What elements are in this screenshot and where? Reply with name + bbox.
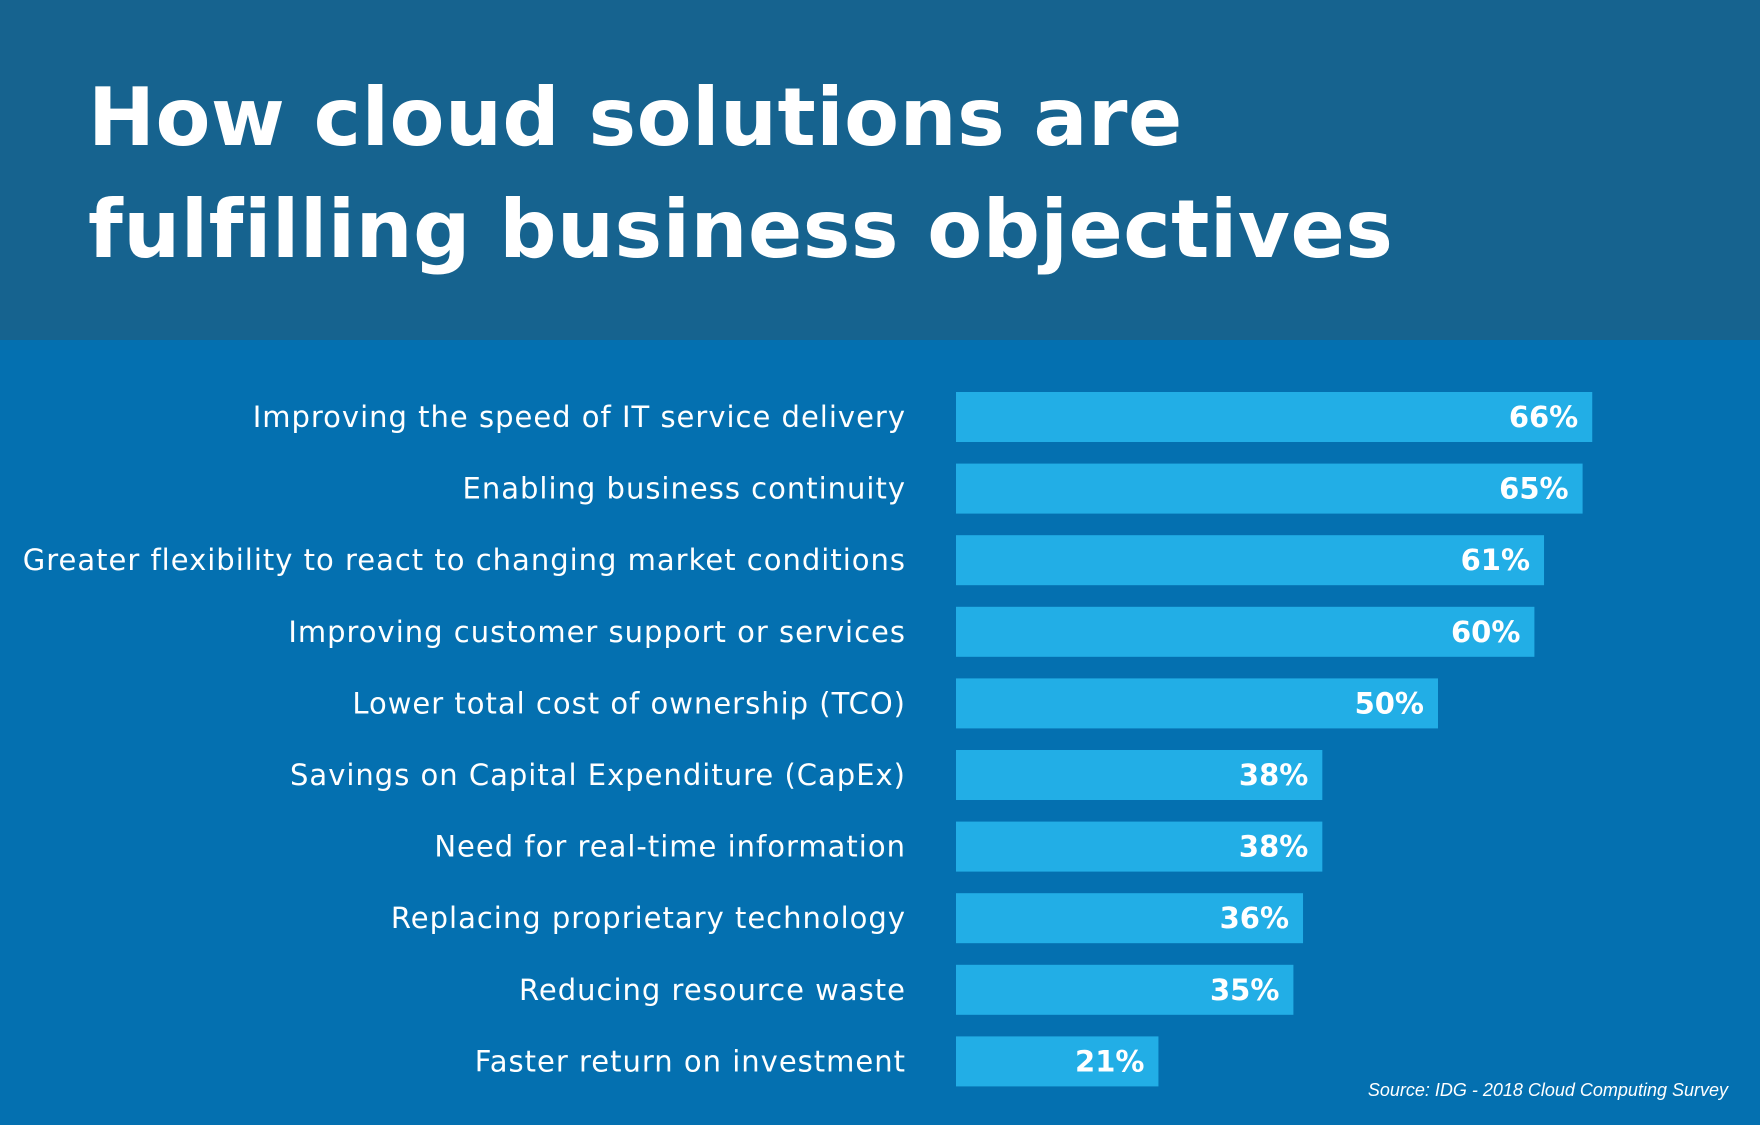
bar-2 [956, 535, 1545, 586]
category-label-9: Faster return on investment [475, 1044, 906, 1078]
category-label-1: Enabling business continuity [463, 472, 906, 506]
bar-chart: Improving the speed of IT service delive… [23, 392, 1593, 1087]
value-label-1: 65% [1499, 472, 1568, 506]
category-label-2: Greater flexibility to react to changing… [23, 543, 906, 577]
category-label-5: Savings on Capital Expenditure (CapEx) [290, 758, 906, 792]
bar-4 [956, 678, 1438, 729]
source-note: Source: IDG - 2018 Cloud Computing Surve… [1367, 1080, 1728, 1100]
value-label-3: 60% [1451, 615, 1520, 649]
category-label-7: Replacing proprietary technology [391, 901, 906, 935]
chart-title: How cloud solutions are fulfilling busin… [88, 71, 1394, 276]
category-label-6: Need for real-time information [434, 830, 906, 864]
header-banner: How cloud solutions are fulfilling busin… [0, 0, 1760, 340]
category-label-0: Improving the speed of IT service delive… [253, 400, 906, 434]
bar-7 [956, 893, 1304, 944]
value-label-9: 21% [1075, 1044, 1144, 1078]
value-label-2: 61% [1461, 543, 1530, 577]
bar-6 [956, 821, 1323, 872]
category-label-3: Improving customer support or services [288, 615, 906, 649]
value-label-0: 66% [1509, 400, 1578, 434]
bar-3 [956, 606, 1535, 657]
bar-8 [956, 964, 1294, 1015]
value-label-5: 38% [1239, 758, 1308, 792]
bar-1 [956, 463, 1583, 514]
bar-0 [956, 392, 1593, 442]
bar-9 [956, 1036, 1159, 1087]
category-label-8: Reducing resource waste [519, 973, 906, 1007]
value-label-8: 35% [1210, 973, 1279, 1007]
bar-5 [956, 750, 1323, 800]
category-label-4: Lower total cost of ownership (TCO) [352, 686, 906, 720]
value-label-7: 36% [1220, 901, 1289, 935]
value-label-4: 50% [1355, 686, 1424, 720]
value-label-6: 38% [1239, 830, 1308, 864]
